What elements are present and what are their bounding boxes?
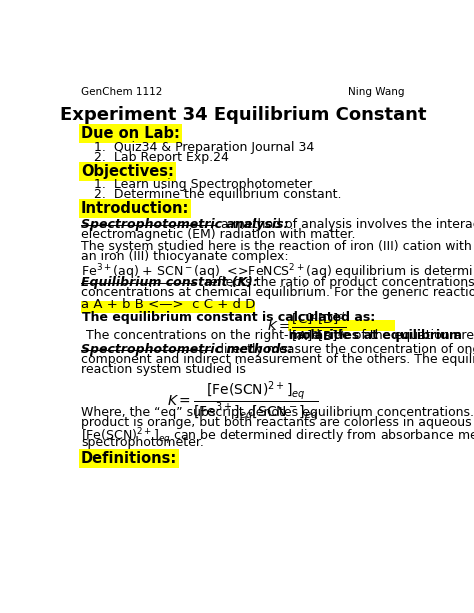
- Text: Spectrophotometric methods:: Spectrophotometric methods:: [81, 343, 293, 356]
- Text: electromagnetic (EM) radiation with matter.: electromagnetic (EM) radiation with matt…: [81, 227, 356, 240]
- Text: spectrophotometer.: spectrophotometer.: [81, 436, 204, 449]
- Text: molarities at equilibrium: molarities at equilibrium: [289, 329, 462, 342]
- Text: 2.  Determine the equilibrium constant.: 2. Determine the equilibrium constant.: [94, 188, 342, 201]
- Text: an iron (III) thiocyanate complex:: an iron (III) thiocyanate complex:: [81, 250, 289, 263]
- Text: 1.  Learn using Spectrophotometer: 1. Learn using Spectrophotometer: [94, 178, 312, 191]
- Text: component and indirect measurement of the others. The equilibrium expression for: component and indirect measurement of th…: [81, 353, 474, 366]
- Text: Fe$^{3+}$(aq) + SCN$^-$(aq)  <>FeNCS$^{2+}$(aq) equilibrium is determined spectr: Fe$^{3+}$(aq) + SCN$^-$(aq) <>FeNCS$^{2+…: [81, 262, 474, 282]
- Text: directly measure the concentration of one colored: directly measure the concentration of on…: [212, 343, 474, 356]
- Bar: [81, 302, 255, 313]
- Text: reaction system studied is: reaction system studied is: [81, 363, 246, 376]
- Text: concentrations at chemical equilibrium. For the generic reaction: concentrations at chemical equilibrium. …: [81, 286, 474, 299]
- Text: $K = \dfrac{[\mathrm{C}]^c[\mathrm{D}]^d}{[\mathrm{A}]^a[\mathrm{B}]^b}$: $K = \dfrac{[\mathrm{C}]^c[\mathrm{D}]^d…: [267, 310, 346, 344]
- Text: Ning Wang: Ning Wang: [348, 88, 405, 97]
- Text: $K = \dfrac{[\mathrm{Fe(SCN)}^{2+}]_{eq}}{[\mathrm{Fe}^{3+}]_{eq}[\mathrm{SCN}^-: $K = \dfrac{[\mathrm{Fe(SCN)}^{2+}]_{eq}…: [167, 380, 319, 424]
- Text: Objectives:: Objectives:: [81, 164, 174, 180]
- Text: Due on Lab:: Due on Lab:: [81, 126, 180, 141]
- Text: .: .: [396, 329, 400, 342]
- Text: a A + b B <—>  c C + d D: a A + b B <—> c C + d D: [81, 299, 255, 311]
- Text: Introduction:: Introduction:: [81, 202, 189, 216]
- Text: a method of analysis involves the interaction of: a method of analysis involves the intera…: [217, 218, 474, 230]
- Text: 2.  Lab Report Exp.24: 2. Lab Report Exp.24: [94, 151, 229, 164]
- Text: Equilibrium constant (K):: Equilibrium constant (K):: [81, 276, 258, 289]
- Text: The concentrations on the right-hand side of the equation are: The concentrations on the right-hand sid…: [82, 329, 474, 342]
- Text: The equilibrium constant is calculated as:: The equilibrium constant is calculated a…: [82, 311, 375, 324]
- Text: Where, the “eq” subscript denotes equilibrium concentrations. The iron (III) thi: Where, the “eq” subscript denotes equili…: [81, 406, 474, 419]
- Text: The system studied here is the reaction of iron (III) cation with thiocyanate an: The system studied here is the reaction …: [81, 240, 474, 253]
- Text: 1.  Quiz34 & Preparation Journal 34: 1. Quiz34 & Preparation Journal 34: [94, 142, 314, 154]
- Text: reflects the ratio of product concentrations to reactant: reflects the ratio of product concentrat…: [197, 276, 474, 289]
- Bar: [288, 320, 395, 331]
- Text: Spectrophotometric analysis:: Spectrophotometric analysis:: [81, 218, 289, 230]
- Text: Definitions:: Definitions:: [81, 451, 177, 466]
- Text: Experiment 34 Equilibrium Constant: Experiment 34 Equilibrium Constant: [60, 106, 426, 124]
- Text: product is orange, but both reactants are colorless in aqueous solution. Hence,: product is orange, but both reactants ar…: [81, 416, 474, 429]
- Text: [Fe(SCN)$^{2+}$]$_{eq}$ can be determined directly from absorbance measurements : [Fe(SCN)$^{2+}$]$_{eq}$ can be determine…: [81, 426, 474, 447]
- Text: GenChem 1112: GenChem 1112: [81, 88, 162, 97]
